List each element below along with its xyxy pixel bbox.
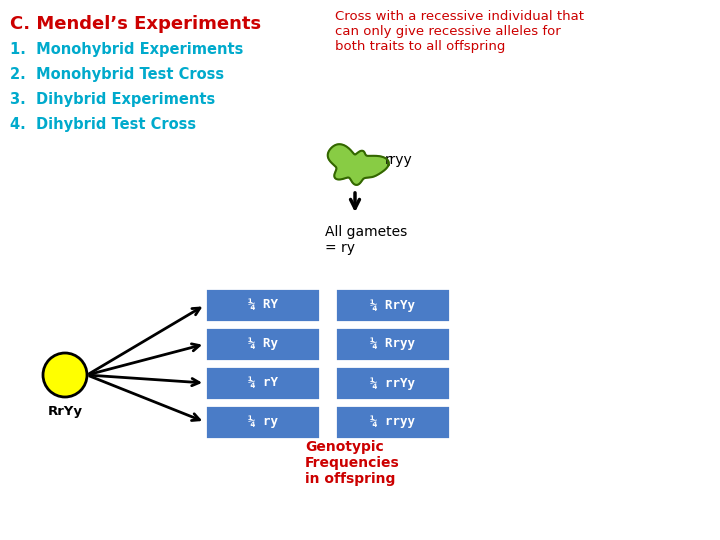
Text: ¼ Ry: ¼ Ry: [248, 338, 277, 350]
Text: 2.  Monohybrid Test Cross: 2. Monohybrid Test Cross: [10, 67, 224, 82]
Text: Genotypic
Frequencies
in offspring: Genotypic Frequencies in offspring: [305, 440, 400, 487]
Text: rryy: rryy: [385, 153, 413, 167]
Text: ¼ rryy: ¼ rryy: [370, 415, 415, 429]
Text: 3.  Dihybrid Experiments: 3. Dihybrid Experiments: [10, 92, 215, 107]
FancyBboxPatch shape: [335, 327, 450, 361]
Text: ¼ Rryy: ¼ Rryy: [370, 338, 415, 350]
FancyBboxPatch shape: [205, 366, 320, 400]
Text: ¼ ry: ¼ ry: [248, 415, 277, 429]
Circle shape: [43, 353, 87, 397]
FancyBboxPatch shape: [335, 405, 450, 439]
Text: ¼ rrYy: ¼ rrYy: [370, 376, 415, 389]
FancyBboxPatch shape: [335, 288, 450, 322]
Text: All gametes
= ry: All gametes = ry: [325, 225, 408, 255]
Text: Cross with a recessive individual that
can only give recessive alleles for
both : Cross with a recessive individual that c…: [335, 10, 584, 53]
Polygon shape: [328, 144, 389, 185]
Text: ¼ RrYy: ¼ RrYy: [370, 299, 415, 312]
Text: ¼ rY: ¼ rY: [248, 376, 277, 389]
FancyBboxPatch shape: [205, 405, 320, 439]
Text: 1.  Monohybrid Experiments: 1. Monohybrid Experiments: [10, 42, 243, 57]
FancyBboxPatch shape: [205, 288, 320, 322]
FancyBboxPatch shape: [205, 327, 320, 361]
Text: RrYy: RrYy: [48, 405, 83, 418]
Text: 4.  Dihybrid Test Cross: 4. Dihybrid Test Cross: [10, 117, 196, 132]
Text: ¼ RY: ¼ RY: [248, 299, 277, 312]
Text: C. Mendel’s Experiments: C. Mendel’s Experiments: [10, 15, 261, 33]
FancyBboxPatch shape: [335, 366, 450, 400]
